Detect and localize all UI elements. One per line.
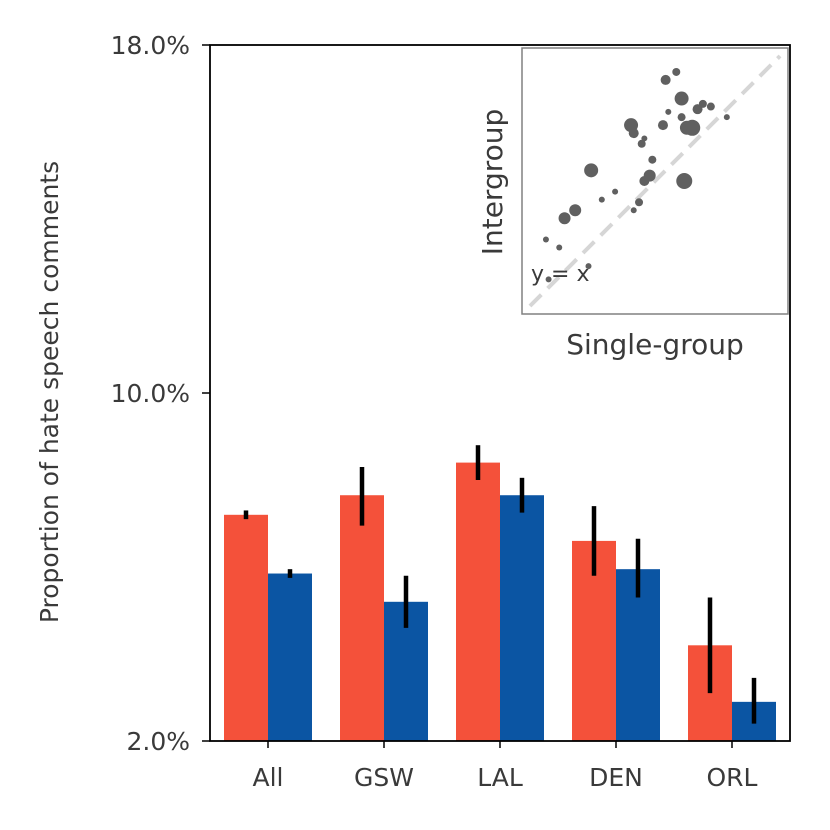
scatter-point-22	[676, 173, 693, 189]
x-tick-label-den: DEN	[589, 763, 643, 792]
scatter-point-28	[542, 236, 549, 243]
scatter-point-21	[639, 176, 650, 186]
scatter-point-14	[612, 188, 619, 195]
plot-frame	[209, 44, 791, 742]
main-bar-plot: All GSW LAL DEN ORL 2.0% 10.0% 18.0%	[111, 31, 791, 792]
scatter-point-16	[657, 120, 668, 131]
scatter-point-31	[545, 276, 552, 283]
scatter-point-9	[723, 114, 730, 121]
y-tick-label: 10.0%	[111, 379, 190, 408]
scatter-point-7	[677, 113, 686, 122]
bar-lal-single-group	[500, 495, 544, 741]
identity-line-label: y = x	[531, 262, 589, 287]
bar-all-intergroup	[224, 514, 268, 741]
x-tick-label-all: All	[253, 763, 284, 792]
identity-line	[528, 54, 782, 308]
scatter-point-26	[558, 212, 571, 225]
scatter-point-11	[706, 102, 715, 111]
bar-gsw-intergroup	[340, 495, 384, 741]
scatter-point-10	[684, 119, 701, 136]
scatter-point-15	[584, 163, 599, 178]
scatter-point-1	[660, 74, 671, 85]
scatter-point-8	[672, 67, 681, 76]
scatter-point-6	[698, 99, 707, 108]
scatter-point-2	[674, 91, 689, 106]
scatter-point-27	[569, 204, 582, 217]
inset-scatter-plot	[521, 47, 789, 315]
bar-all-single-group	[268, 573, 312, 741]
scatter-point-24	[598, 196, 605, 203]
scatter-point-29	[556, 244, 563, 251]
y-tick-label: 18.0%	[111, 31, 190, 60]
scatter-point-30	[585, 263, 592, 270]
x-tick-label-gsw: GSW	[354, 763, 414, 792]
bar-lal-intergroup	[456, 462, 500, 741]
inset-y-axis-title: Intergroup	[476, 109, 509, 256]
scatter-point-18	[637, 139, 646, 148]
scatter-point-23	[635, 198, 644, 207]
scatter-point-13	[628, 128, 639, 139]
inset-x-axis-title: Single-group	[566, 328, 744, 361]
x-tick-label-lal: LAL	[477, 763, 523, 792]
x-tick-label-orl: ORL	[707, 763, 758, 792]
y-tick-label: 2.0%	[126, 727, 190, 756]
scatter-point-19	[648, 155, 657, 164]
y-axis-title: Proportion of hate speech comments	[35, 161, 64, 623]
scatter-point-25	[630, 207, 637, 214]
bar-den-single-group	[616, 569, 660, 741]
scatter-point-5	[665, 108, 672, 115]
